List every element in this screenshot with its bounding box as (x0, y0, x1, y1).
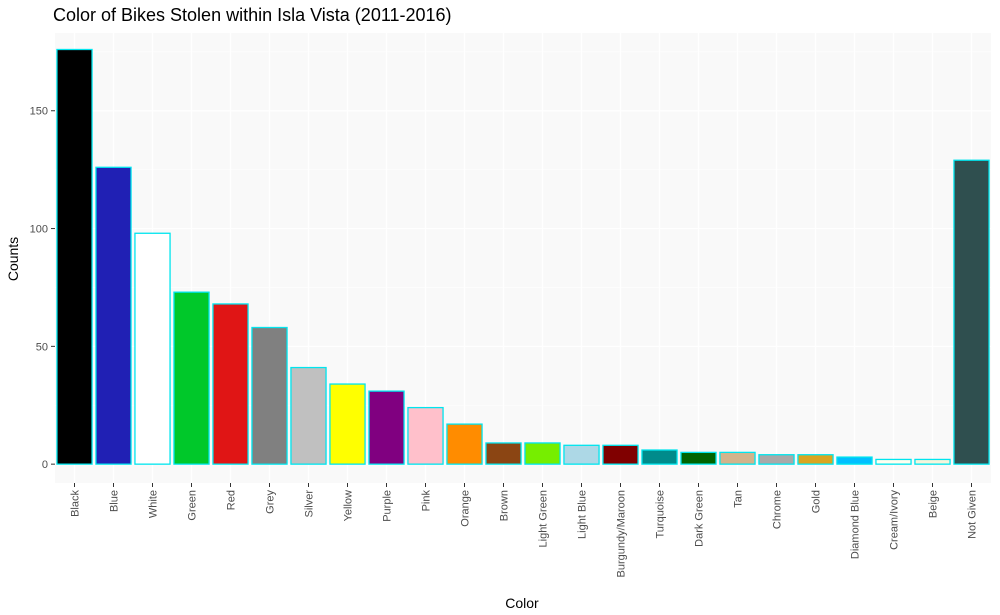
y-tick-label: 150 (30, 106, 48, 118)
bar-purple (368, 390, 405, 465)
x-tick-label: Not Given (967, 490, 979, 539)
bar-black (56, 48, 93, 465)
x-tick-label: Grey (265, 490, 277, 514)
x-tick-label: Turquoise (655, 490, 667, 539)
x-tick-label: Green (187, 490, 199, 521)
bar-chrome (758, 454, 795, 465)
x-tick-label: Light Green (538, 490, 550, 547)
plot-panel (55, 33, 991, 483)
x-tick-label: Pink (421, 490, 433, 512)
bar-beige (914, 458, 951, 465)
x-tick-label: Gold (811, 490, 823, 513)
bar-gold (797, 454, 834, 465)
x-tick-label: Silver (304, 490, 316, 518)
x-tick-label: Blue (109, 490, 121, 512)
y-axis: 0 50 100 150 (30, 106, 55, 471)
bar-cream-ivory (875, 458, 912, 465)
y-tick-label: 100 (30, 224, 48, 236)
bar-grey (251, 326, 288, 465)
y-tick-label: 50 (36, 341, 48, 353)
bar-turquoise (641, 449, 678, 465)
bar-blue (95, 166, 132, 465)
x-tick-label: Red (226, 490, 238, 510)
x-tick-label: Purple (382, 490, 394, 522)
x-axis: Black Blue White Green Red Grey Silver Yellow Pu… (70, 483, 979, 577)
chart-title: Color of Bikes Stolen within Isla Vista … (53, 5, 452, 25)
y-axis-title: Counts (5, 237, 21, 281)
x-tick-label: Burgundy/Maroon (616, 490, 628, 577)
bar-dark-green (680, 451, 717, 465)
x-tick-label: Light Blue (577, 490, 589, 539)
bar-diamond-blue (836, 456, 873, 465)
bar-red (212, 303, 249, 465)
bar-not-given (953, 159, 990, 465)
bar-light-blue (563, 444, 600, 465)
bar-orange (446, 423, 483, 465)
x-tick-label: Brown (499, 490, 511, 521)
bar-light-green (524, 442, 561, 465)
bar-layer (56, 48, 990, 465)
x-tick-label: White (148, 490, 160, 518)
x-tick-label: Orange (460, 490, 472, 527)
bar-burgundy-maroon (602, 444, 639, 465)
x-tick-label: Beige (928, 490, 940, 518)
bar-brown (485, 442, 522, 465)
bar-white (134, 232, 171, 465)
x-tick-label: Dark Green (694, 490, 706, 547)
bar-tan (719, 451, 756, 465)
x-axis-title: Color (505, 595, 539, 611)
x-tick-label: Chrome (772, 490, 784, 529)
x-tick-label: Cream/Ivory (889, 490, 901, 550)
bar-green (173, 291, 210, 465)
bar-silver (290, 366, 327, 465)
x-tick-label: Black (70, 490, 82, 517)
x-tick-label: Tan (733, 490, 745, 508)
bar-yellow (329, 383, 366, 465)
x-tick-label: Yellow (343, 490, 355, 521)
x-tick-label: Diamond Blue (850, 490, 862, 559)
bar-pink (407, 406, 444, 465)
y-tick-label: 0 (42, 459, 48, 471)
